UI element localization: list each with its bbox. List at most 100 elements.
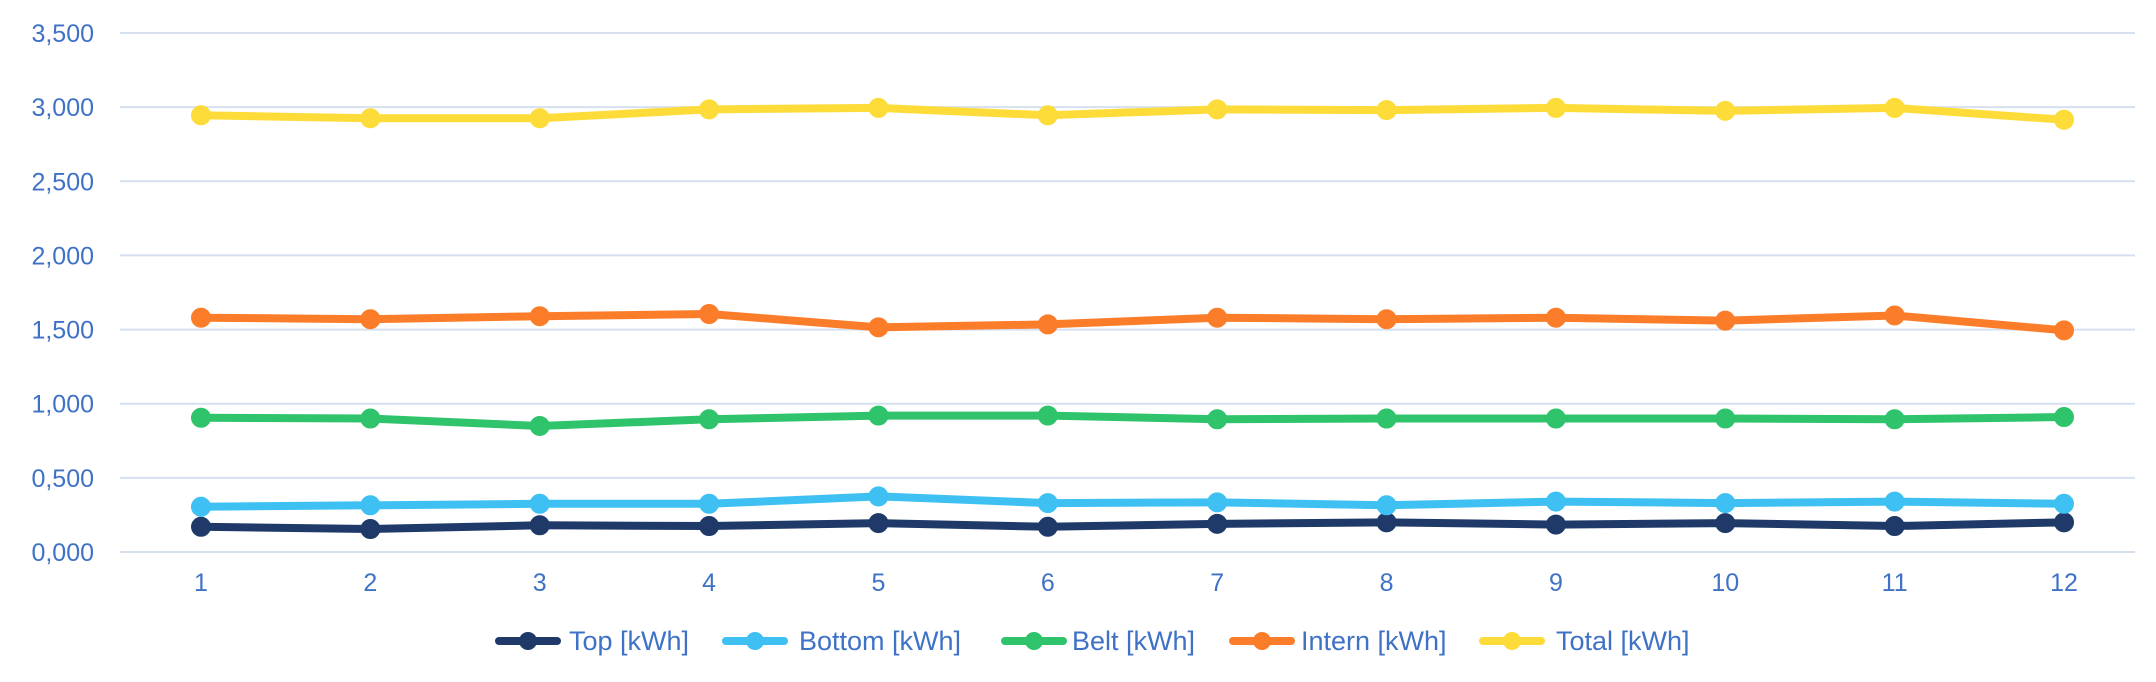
data-point[interactable]: Bottom [kWh]: 315 — [1376, 495, 1397, 516]
data-point[interactable]: Top [kWh]: 200 — [2054, 512, 2074, 533]
legend-item[interactable]: Top [kWh] — [495, 626, 689, 656]
data-point[interactable]: Belt [kWh]: 900 — [1376, 408, 1397, 429]
legend-label: Belt [kWh] — [1072, 626, 1195, 656]
data-point[interactable]: Top [kWh]: 170 — [191, 516, 211, 537]
data-point[interactable]: Total [kWh]: 2975 — [1715, 100, 1736, 121]
series-line — [197, 310, 2068, 335]
data-point[interactable]: Top [kWh]: 155 — [360, 519, 381, 540]
data-point[interactable]: Intern [kWh]: 1580 — [1545, 307, 1566, 328]
series-line — [197, 492, 2068, 511]
series-line — [197, 518, 2068, 534]
data-point[interactable]: Bottom [kWh]: 315 — [360, 495, 381, 516]
legend-label: Intern [kWh] — [1301, 626, 1447, 656]
data-point[interactable]: Intern [kWh]: 1595 — [1884, 305, 1905, 326]
data-point[interactable]: Bottom [kWh]: 305 — [191, 496, 211, 517]
legend-item[interactable]: Belt [kWh] — [1001, 626, 1195, 656]
y-tick-label: 3,500 — [31, 20, 94, 48]
data-point[interactable]: Top [kWh]: 200 — [1376, 512, 1397, 533]
data-point[interactable]: Top [kWh]: 190 — [1207, 513, 1228, 534]
x-tick-label: 1 — [194, 569, 208, 597]
data-point[interactable]: Bottom [kWh]: 325 — [2054, 493, 2074, 514]
data-point[interactable]: Total [kWh]: 2945 — [191, 105, 211, 126]
legend-swatch-point — [1503, 632, 1521, 650]
y-tick-label: 2,500 — [31, 168, 94, 196]
data-point[interactable]: Intern [kWh]: 1495 — [2054, 320, 2074, 341]
x-tick-label: 8 — [1380, 569, 1394, 597]
data-point[interactable]: Bottom [kWh]: 340 — [1545, 491, 1566, 512]
data-point[interactable]: Intern [kWh]: 1570 — [1376, 309, 1397, 330]
data-point[interactable]: Bottom [kWh]: 375 — [868, 486, 889, 507]
series-line — [197, 411, 2068, 430]
legend: Top [kWh] Bottom [kWh] Belt [kWh] Intern [k… — [495, 626, 1690, 656]
data-point[interactable]: Total [kWh]: 2995 — [1545, 97, 1566, 118]
x-tick-label: 6 — [1041, 569, 1055, 597]
data-point[interactable]: Top [kWh]: 175 — [1884, 516, 1905, 537]
x-tick-label: 2 — [363, 569, 377, 597]
data-point[interactable]: Total [kWh]: 2925 — [360, 108, 381, 129]
data-point[interactable]: Top [kWh]: 185 — [1545, 514, 1566, 535]
data-point[interactable]: Intern [kWh]: 1570 — [360, 309, 381, 330]
x-tick-label: 3 — [533, 569, 547, 597]
data-point[interactable]: Belt [kWh]: 920 — [868, 405, 889, 426]
data-point[interactable]: Bottom [kWh]: 325 — [529, 493, 550, 514]
legend-item[interactable]: Intern [kWh] — [1229, 626, 1447, 656]
x-tick-label: 7 — [1210, 569, 1224, 597]
series-1: Bottom [kWh]: 305 Bottom [kWh]: 315 Bottom… — [191, 486, 2074, 517]
legend-item[interactable]: Bottom [kWh] — [722, 626, 961, 656]
x-tick-label: 4 — [702, 569, 716, 597]
data-point[interactable]: Total [kWh]: 2985 — [1207, 99, 1228, 120]
data-point[interactable]: Top [kWh]: 170 — [1037, 516, 1058, 537]
x-tick-label: 5 — [872, 569, 886, 597]
data-point[interactable]: Top [kWh]: 195 — [1715, 513, 1736, 534]
data-point[interactable]: Total [kWh]: 2995 — [1884, 97, 1905, 118]
data-point[interactable]: Belt [kWh]: 910 — [2054, 407, 2074, 428]
series-3: Intern [kWh]: 1580 Intern [kWh]: 1570 Inte… — [191, 304, 2074, 341]
y-tick-label: 1,500 — [31, 317, 94, 345]
legend-swatch-point — [746, 632, 764, 650]
x-tick-label: 9 — [1549, 569, 1563, 597]
data-point[interactable]: Intern [kWh]: 1535 — [1037, 314, 1058, 335]
y-tick-label: 3,000 — [31, 94, 94, 122]
data-point[interactable]: Belt [kWh]: 900 — [1545, 408, 1566, 429]
legend-label: Bottom [kWh] — [799, 626, 961, 656]
legend-swatch-point — [1025, 632, 1043, 650]
data-point[interactable]: Total [kWh]: 2985 — [699, 99, 720, 120]
data-point[interactable]: Total [kWh]: 2980 — [1376, 100, 1397, 121]
data-point[interactable]: Bottom [kWh]: 330 — [1715, 493, 1736, 514]
data-point[interactable]: Intern [kWh]: 1515 — [868, 317, 889, 338]
data-point[interactable]: Bottom [kWh]: 325 — [699, 493, 720, 514]
x-tick-label: 11 — [1882, 569, 1908, 597]
data-point[interactable]: Total [kWh]: 2995 — [868, 97, 889, 118]
data-point[interactable]: Bottom [kWh]: 340 — [1884, 491, 1905, 512]
data-point[interactable]: Intern [kWh]: 1605 — [699, 304, 720, 325]
data-point[interactable]: Top [kWh]: 175 — [699, 516, 720, 537]
data-point[interactable]: Top [kWh]: 195 — [868, 513, 889, 534]
legend-swatch-point — [519, 632, 537, 650]
data-point[interactable]: Total [kWh]: 2945 — [1037, 105, 1058, 126]
series-2: Belt [kWh]: 905 Belt [kWh]: 900 Belt [kWh]… — [191, 405, 2074, 436]
data-point[interactable]: Belt [kWh]: 905 — [191, 407, 211, 428]
data-point[interactable]: Belt [kWh]: 895 — [699, 409, 720, 430]
data-point[interactable]: Total [kWh]: 2915 — [2054, 109, 2074, 130]
data-point[interactable]: Belt [kWh]: 900 — [360, 408, 381, 429]
legend-swatch-point — [1253, 632, 1271, 650]
data-point[interactable]: Intern [kWh]: 1580 — [191, 307, 211, 328]
data-point[interactable]: Intern [kWh]: 1580 — [1207, 307, 1228, 328]
data-point[interactable]: Bottom [kWh]: 330 — [1037, 493, 1058, 514]
data-point[interactable]: Belt [kWh]: 895 — [1207, 409, 1228, 430]
data-point[interactable]: Belt [kWh]: 895 — [1884, 409, 1905, 430]
data-point[interactable]: Intern [kWh]: 1590 — [529, 306, 550, 327]
legend-item[interactable]: Total [kWh] — [1479, 626, 1690, 656]
data-point[interactable]: Top [kWh]: 180 — [529, 515, 550, 536]
data-point[interactable]: Intern [kWh]: 1560 — [1715, 310, 1736, 331]
data-point[interactable]: Belt [kWh]: 900 — [1715, 408, 1736, 429]
data-point[interactable]: Belt [kWh]: 850 — [529, 415, 550, 436]
data-point[interactable]: Bottom [kWh]: 335 — [1207, 492, 1228, 513]
data-point[interactable]: Total [kWh]: 2925 — [529, 108, 550, 129]
y-tick-label: 2,000 — [31, 242, 94, 270]
series-0: Top [kWh]: 170 Top [kWh]: 155 Top [kWh]: 1… — [191, 512, 2074, 540]
x-tick-label: 10 — [1711, 569, 1739, 597]
data-point[interactable]: Belt [kWh]: 920 — [1037, 405, 1058, 426]
